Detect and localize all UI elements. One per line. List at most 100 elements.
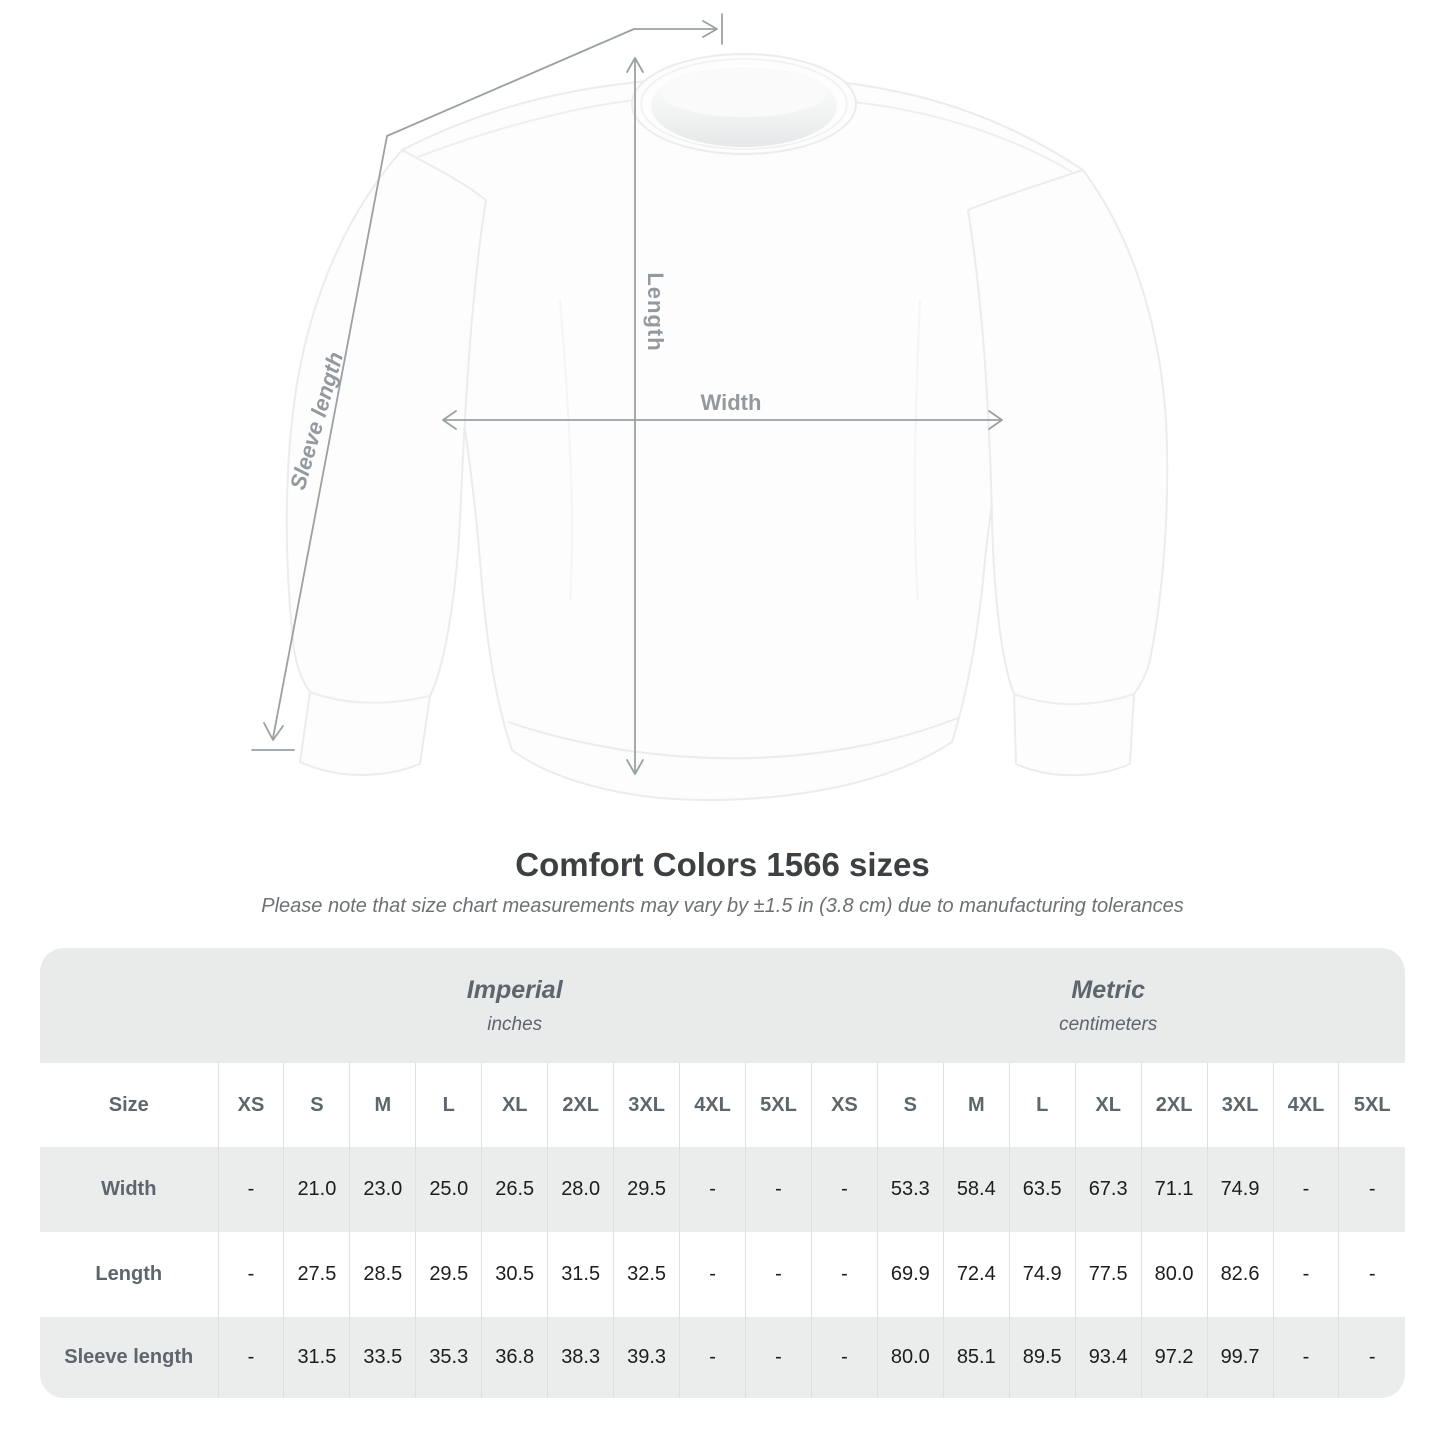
cell: 71.1: [1140, 1147, 1208, 1232]
cell: 77.5: [1074, 1232, 1142, 1317]
metric-unit: centimeters: [1059, 1013, 1158, 1035]
row-label: Width: [40, 1147, 218, 1232]
cell: 82.6: [1206, 1232, 1273, 1317]
cell: 67.3: [1074, 1147, 1142, 1232]
cell: 27.5: [283, 1232, 350, 1317]
sleeve-length-row: Sleeve length - 31.5 33.5 35.3 36.8 38.3…: [40, 1317, 1405, 1398]
sweatshirt-illustration: [251, 13, 1169, 801]
cell: 31.5: [547, 1232, 614, 1317]
imperial-label: Imperial: [466, 975, 563, 1004]
cell: -: [217, 1317, 284, 1398]
cell: -: [1338, 1317, 1405, 1398]
size-header-row: Size XS S M L XL 2XL 3XL 4XL 5XL XS S M …: [40, 1063, 1405, 1147]
cell: 85.1: [942, 1317, 1010, 1398]
width-left-arrowhead: [442, 410, 457, 430]
cell: -: [745, 1232, 812, 1317]
cell: 39.3: [613, 1317, 680, 1398]
cell: -: [810, 1317, 878, 1398]
size-corner-label: Size: [40, 1063, 218, 1147]
cell: 29.5: [415, 1232, 482, 1317]
width-measure-label: Width: [700, 390, 762, 415]
unit-band-row: Imperial inches Metric centimeters: [40, 948, 1405, 1063]
cell: -: [217, 1147, 284, 1232]
tolerance-note: Please note that size chart measurements…: [261, 895, 1184, 917]
cell: 23.0: [349, 1147, 416, 1232]
sweatshirt-measurement-diagram: Length Width Sleeve length: [251, 13, 1169, 801]
size-header: S: [876, 1063, 944, 1147]
cell: -: [1272, 1147, 1339, 1232]
cell: 93.4: [1074, 1317, 1142, 1398]
cell: 80.0: [876, 1317, 944, 1398]
width-row: Width - 21.0 23.0 25.0 26.5 28.0 29.5 - …: [40, 1147, 1405, 1232]
size-chart-table: Imperial inches Metric centimeters Size …: [40, 948, 1405, 1398]
cell: 38.3: [547, 1317, 614, 1398]
size-header: M: [349, 1063, 416, 1147]
cell: 28.5: [349, 1232, 416, 1317]
cell: 31.5: [283, 1317, 350, 1398]
cell: 69.9: [876, 1232, 944, 1317]
cell: 72.4: [942, 1232, 1010, 1317]
row-label: Sleeve length: [40, 1317, 218, 1398]
cell: -: [810, 1147, 878, 1232]
cell: 99.7: [1206, 1317, 1273, 1398]
cell: 21.0: [283, 1147, 350, 1232]
cell: -: [745, 1317, 812, 1398]
sweatshirt-graphic: [285, 53, 1169, 801]
size-header: M: [942, 1063, 1010, 1147]
cell: 80.0: [1140, 1232, 1208, 1317]
sleeve-length-line: [272, 28, 717, 739]
length-up-arrowhead: [626, 57, 644, 73]
cell: 89.5: [1008, 1317, 1076, 1398]
cell: 26.5: [481, 1147, 548, 1232]
cell: 53.3: [876, 1147, 944, 1232]
cell: 25.0: [415, 1147, 482, 1232]
cell: 29.5: [613, 1147, 680, 1232]
cell: 74.9: [1008, 1232, 1076, 1317]
size-header: L: [1008, 1063, 1076, 1147]
cell: -: [1338, 1232, 1405, 1317]
size-header: 3XL: [613, 1063, 680, 1147]
row-label: Length: [40, 1232, 218, 1317]
size-header: 2XL: [1140, 1063, 1208, 1147]
sleeve-right-arrowhead: [702, 20, 718, 38]
page-title: Comfort Colors 1566 sizes: [515, 846, 930, 883]
cell: -: [679, 1147, 746, 1232]
cell: 58.4: [942, 1147, 1010, 1232]
width-right-arrowhead: [988, 410, 1003, 430]
length-row: Length - 27.5 28.5 29.5 30.5 31.5 32.5 -…: [40, 1232, 1405, 1317]
cell: -: [810, 1232, 878, 1317]
length-measure-label: Length: [643, 272, 668, 352]
size-header: XL: [1074, 1063, 1142, 1147]
size-header: 3XL: [1206, 1063, 1273, 1147]
cell: -: [217, 1232, 284, 1317]
size-header: 4XL: [679, 1063, 746, 1147]
metric-unit-header: Metric centimeters: [811, 948, 1405, 1063]
size-header: S: [283, 1063, 350, 1147]
size-header: 5XL: [745, 1063, 812, 1147]
cell: 32.5: [613, 1232, 680, 1317]
metric-label: Metric: [1071, 975, 1146, 1004]
cell: 63.5: [1008, 1147, 1076, 1232]
size-header: XS: [217, 1063, 284, 1147]
measurement-lines: [251, 13, 1003, 775]
size-header: 4XL: [1272, 1063, 1339, 1147]
cell: 36.8: [481, 1317, 548, 1398]
cell: 97.2: [1140, 1317, 1208, 1398]
imperial-unit-header: Imperial inches: [218, 948, 812, 1063]
imperial-unit: inches: [487, 1013, 543, 1035]
size-chart: Imperial inches Metric centimeters Size …: [40, 948, 1405, 1398]
cell: 33.5: [349, 1317, 416, 1398]
cell: -: [1338, 1147, 1405, 1232]
cell: -: [679, 1232, 746, 1317]
sleeve-down-arrowhead: [263, 722, 284, 741]
cell: -: [745, 1147, 812, 1232]
size-header: XL: [481, 1063, 548, 1147]
cell: 35.3: [415, 1317, 482, 1398]
cell: -: [1272, 1232, 1339, 1317]
size-header: 5XL: [1338, 1063, 1405, 1147]
cell: 30.5: [481, 1232, 548, 1317]
size-header: L: [415, 1063, 482, 1147]
corner-spacer: [40, 948, 218, 1063]
cell: 28.0: [547, 1147, 614, 1232]
